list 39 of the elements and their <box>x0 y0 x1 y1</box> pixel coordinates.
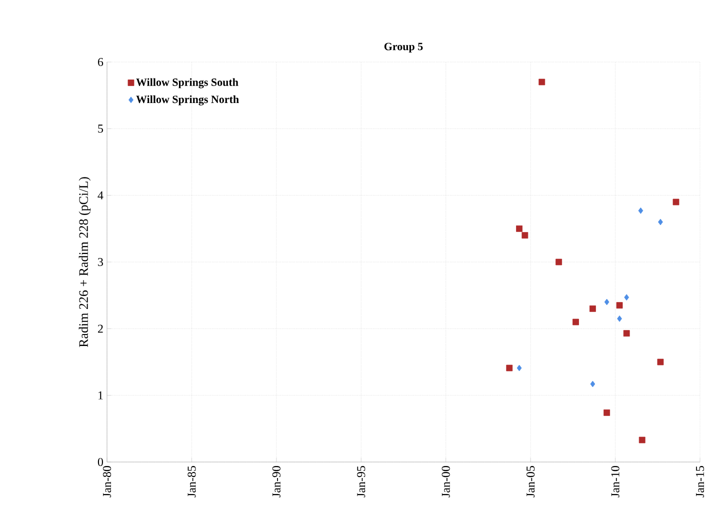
point <box>604 298 610 306</box>
point <box>604 409 610 416</box>
y-tick-label: 1 <box>98 391 103 400</box>
y-tick-label: 3 <box>98 258 104 266</box>
x-tick-label: Jan-10 <box>611 466 620 498</box>
x-tick-label: Jan-90 <box>272 466 280 498</box>
legend-label: Willow Springs South <box>136 78 238 88</box>
point <box>657 358 664 366</box>
point <box>638 436 646 444</box>
point <box>617 315 622 322</box>
x-tick-label: Jan-00 <box>442 466 450 498</box>
x-tick-label: Jan-95 <box>357 466 366 498</box>
point <box>658 218 663 226</box>
point <box>538 78 546 86</box>
point <box>522 232 528 239</box>
y-tick-label: 0 <box>98 458 104 466</box>
point <box>572 318 579 326</box>
point <box>506 364 513 372</box>
y-tick-label: 4 <box>98 191 104 200</box>
point <box>516 225 522 232</box>
point <box>516 364 522 372</box>
y-tick-label: 6 <box>98 58 104 66</box>
point <box>616 302 623 309</box>
point <box>623 330 630 337</box>
x-tick-label: Jan-05 <box>526 466 535 498</box>
point <box>590 380 596 388</box>
legend-label: Willow Springs North <box>136 95 239 106</box>
point <box>589 305 596 312</box>
x-tick-label: Jan-80 <box>102 466 112 498</box>
point <box>624 294 630 301</box>
y-axis-title: Radim 226 + Radim 228 (pCi/L) <box>78 177 91 348</box>
x-tick-label: Jan-15 <box>696 466 704 498</box>
x-tick-label: Jan-85 <box>188 466 196 498</box>
y-tick-label: 5 <box>98 124 104 133</box>
point <box>672 198 680 206</box>
point <box>556 258 562 266</box>
chart-title: Group 5 <box>384 42 423 52</box>
point <box>638 207 644 214</box>
y-tick-label: 2 <box>98 324 103 333</box>
